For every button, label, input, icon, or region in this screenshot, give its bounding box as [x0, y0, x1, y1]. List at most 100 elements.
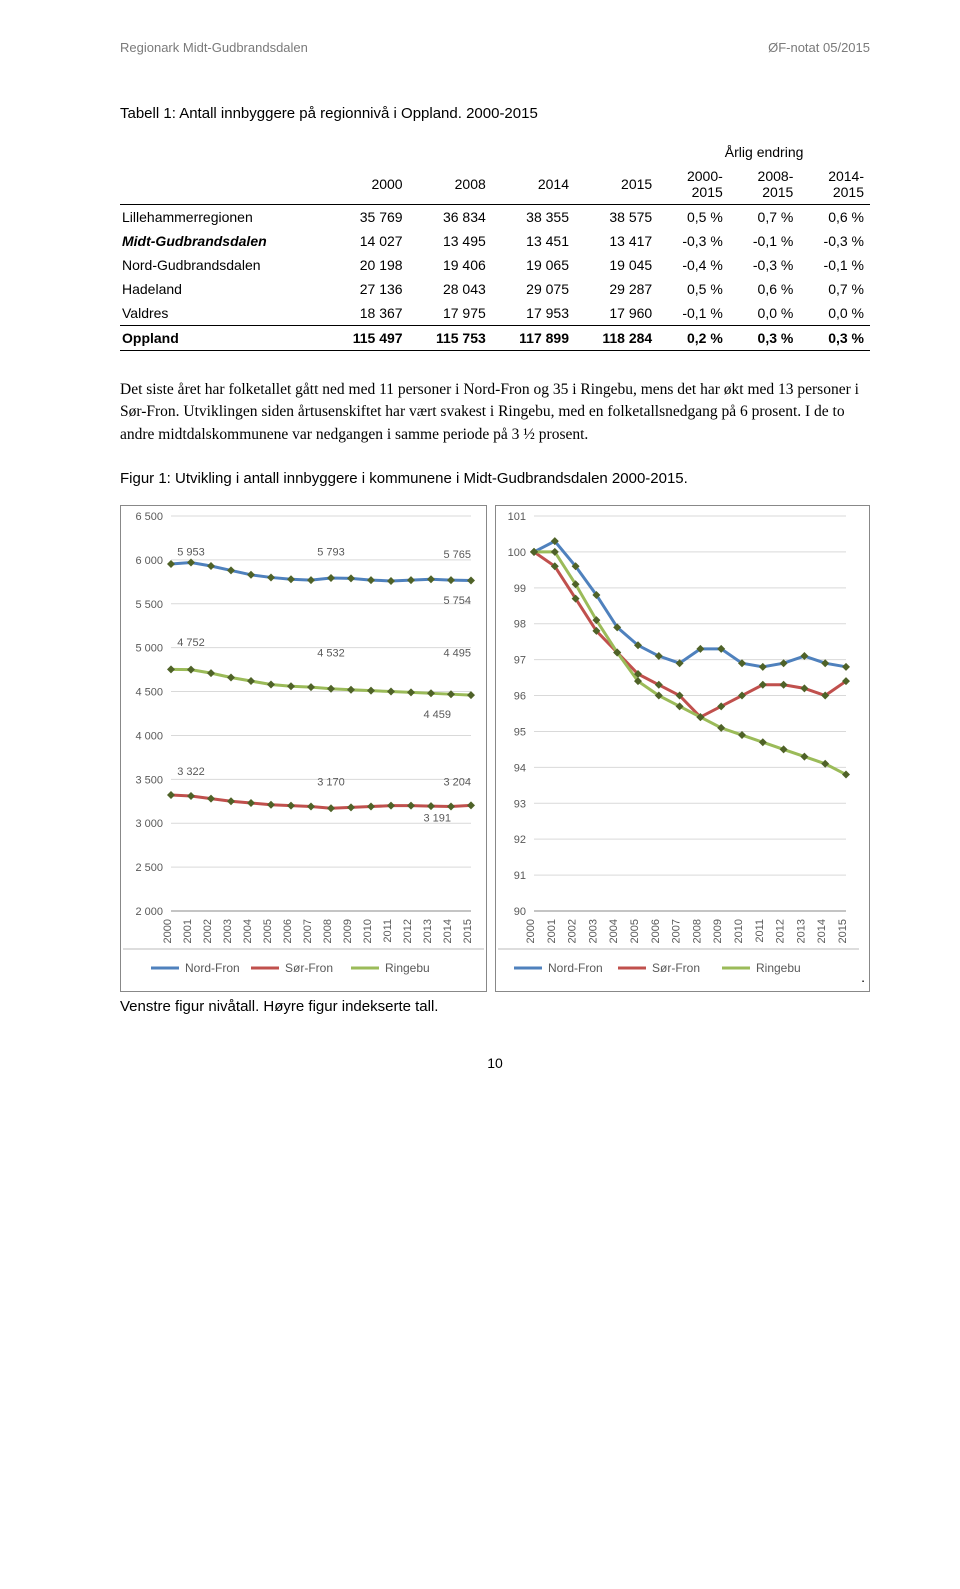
header-left: Regionark Midt-Gudbrandsdalen — [120, 40, 308, 55]
svg-text:3 000: 3 000 — [135, 819, 163, 831]
svg-text:4 752: 4 752 — [177, 637, 205, 649]
population-table: Årlig endring 20002008201420152000-20152… — [120, 140, 870, 351]
figure-caption: Figur 1: Utvikling i antall innbyggere i… — [120, 470, 870, 487]
table-row: Hadeland27 13628 04329 07529 2870,5 %0,6… — [120, 277, 870, 301]
svg-text:2009: 2009 — [342, 919, 354, 943]
svg-text:2015: 2015 — [837, 919, 849, 943]
svg-text:2011: 2011 — [382, 919, 394, 943]
svg-text:2004: 2004 — [608, 919, 620, 943]
header-right: ØF-notat 05/2015 — [768, 40, 870, 55]
table-row: Lillehammerregionen35 76936 83438 35538 … — [120, 205, 870, 230]
svg-text:2008: 2008 — [322, 919, 334, 943]
line-chart-right: 90 91 92 93 94 95 96 97 98 99 100 101 2000 2001 2002 20… — [496, 506, 861, 986]
svg-text:Ringebu: Ringebu — [756, 961, 801, 975]
svg-text:100: 100 — [507, 547, 525, 559]
svg-text:4 500: 4 500 — [135, 687, 163, 699]
table-caption: Tabell 1: Antall innbyggere på regionniv… — [120, 105, 870, 122]
svg-text:98: 98 — [513, 619, 525, 631]
svg-text:2007: 2007 — [302, 919, 314, 943]
svg-text:2003: 2003 — [222, 919, 234, 943]
svg-text:99: 99 — [513, 583, 525, 595]
page-number: 10 — [120, 1055, 870, 1071]
table-col-2: 2008 — [409, 164, 492, 205]
svg-text:90: 90 — [513, 906, 525, 918]
svg-text:2007: 2007 — [670, 919, 682, 943]
svg-text:2005: 2005 — [262, 919, 274, 943]
svg-text:95: 95 — [513, 727, 525, 739]
table-col-6: 2008-2015 — [729, 164, 800, 205]
table-header-row: 20002008201420152000-20152008-20152014-2… — [120, 164, 870, 205]
svg-text:4 495: 4 495 — [443, 648, 471, 660]
svg-text:93: 93 — [513, 799, 525, 811]
page-header: Regionark Midt-Gudbrandsdalen ØF-notat 0… — [120, 40, 870, 55]
svg-text:2013: 2013 — [422, 919, 434, 943]
svg-text:2009: 2009 — [712, 919, 724, 943]
svg-text:2010: 2010 — [362, 919, 374, 943]
svg-text:Sør-Fron: Sør-Fron — [652, 961, 700, 975]
svg-text:Ringebu: Ringebu — [385, 961, 430, 975]
svg-text:Sør-Fron: Sør-Fron — [285, 961, 333, 975]
svg-text:91: 91 — [513, 870, 525, 882]
svg-text:2012: 2012 — [402, 919, 414, 943]
svg-text:5 500: 5 500 — [135, 599, 163, 611]
svg-text:4 000: 4 000 — [135, 731, 163, 743]
table-row: Midt-Gudbrandsdalen14 02713 49513 45113 … — [120, 229, 870, 253]
table-col-1: 2000 — [325, 164, 408, 205]
svg-text:3 191: 3 191 — [423, 813, 451, 825]
svg-text:2014: 2014 — [816, 919, 828, 943]
svg-text:2011: 2011 — [753, 919, 765, 943]
svg-text:2000: 2000 — [162, 919, 174, 943]
svg-text:2006: 2006 — [282, 919, 294, 943]
table-col-3: 2014 — [492, 164, 575, 205]
svg-text:5 953: 5 953 — [177, 547, 205, 559]
svg-text:3 204: 3 204 — [443, 777, 471, 789]
svg-text:5 000: 5 000 — [135, 643, 163, 655]
svg-text:3 170: 3 170 — [317, 777, 345, 789]
svg-text:3 500: 3 500 — [135, 775, 163, 787]
svg-text:2 500: 2 500 — [135, 863, 163, 875]
figure-footnote: Venstre figur nivåtall. Høyre figur inde… — [120, 998, 870, 1015]
svg-text:5 754: 5 754 — [443, 595, 471, 607]
svg-text:2014: 2014 — [442, 919, 454, 943]
svg-text:2008: 2008 — [691, 919, 703, 943]
svg-text:Nord-Fron: Nord-Fron — [185, 961, 240, 975]
chart-left: 2 000 2 500 3 000 3 500 4 000 4 500 5 000 5 500… — [120, 505, 487, 992]
svg-text:2004: 2004 — [242, 919, 254, 943]
table-col-7: 2014-2015 — [799, 164, 870, 205]
svg-text:2013: 2013 — [795, 919, 807, 943]
svg-text:6 500: 6 500 — [135, 511, 163, 523]
svg-text:4 459: 4 459 — [423, 709, 451, 721]
charts-row: 2 000 2 500 3 000 3 500 4 000 4 500 5 000 5 500… — [120, 505, 870, 992]
svg-text:92: 92 — [513, 835, 525, 847]
table-total-row: Oppland115 497115 753117 899118 2840,2 %… — [120, 326, 870, 351]
chart-right: 90 91 92 93 94 95 96 97 98 99 100 101 2000 2001 2002 20… — [495, 505, 870, 992]
svg-text:97: 97 — [513, 655, 525, 667]
svg-text:2010: 2010 — [733, 919, 745, 943]
svg-text:2001: 2001 — [545, 919, 557, 943]
svg-text:2 000: 2 000 — [135, 906, 163, 918]
table-col-5: 2000-2015 — [658, 164, 729, 205]
svg-text:2012: 2012 — [774, 919, 786, 943]
svg-text:96: 96 — [513, 691, 525, 703]
chart-suffix-dot: . — [861, 969, 865, 985]
svg-text:2005: 2005 — [629, 919, 641, 943]
svg-text:2001: 2001 — [182, 919, 194, 943]
svg-text:2015: 2015 — [462, 919, 474, 943]
svg-text:2003: 2003 — [587, 919, 599, 943]
svg-text:5 765: 5 765 — [443, 550, 471, 562]
table-row: Nord-Gudbrandsdalen20 19819 40619 06519 … — [120, 253, 870, 277]
svg-text:2006: 2006 — [649, 919, 661, 943]
svg-text:5 793: 5 793 — [317, 547, 345, 559]
svg-text:2002: 2002 — [202, 919, 214, 943]
svg-text:2002: 2002 — [566, 919, 578, 943]
table-col-0 — [120, 164, 325, 205]
svg-text:6 000: 6 000 — [135, 555, 163, 567]
line-chart-left: 2 000 2 500 3 000 3 500 4 000 4 500 5 000 5 500… — [121, 506, 486, 986]
svg-text:101: 101 — [507, 511, 525, 523]
svg-text:2000: 2000 — [525, 919, 537, 943]
svg-text:3 322: 3 322 — [177, 766, 205, 778]
svg-text:94: 94 — [513, 763, 525, 775]
table-super-header: Årlig endring — [658, 140, 870, 164]
table-row: Valdres18 36717 97517 95317 960-0,1 %0,0… — [120, 301, 870, 326]
table-col-4: 2015 — [575, 164, 658, 205]
